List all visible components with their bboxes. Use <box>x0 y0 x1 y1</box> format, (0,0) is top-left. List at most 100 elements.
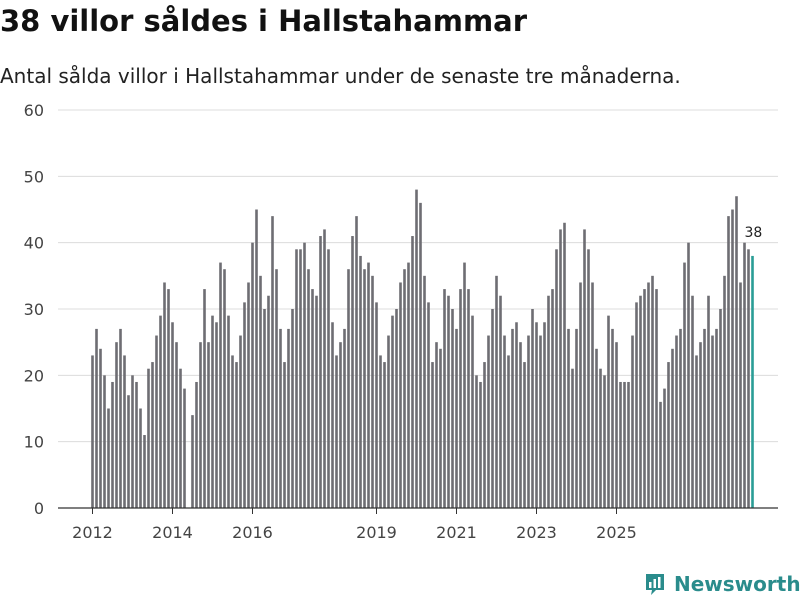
bar <box>155 335 158 508</box>
bar <box>703 328 706 508</box>
bar <box>615 342 618 508</box>
bars <box>91 189 754 509</box>
bar <box>711 335 714 508</box>
bar <box>315 295 318 508</box>
bar <box>207 342 210 508</box>
bar <box>715 328 718 508</box>
bar <box>415 189 418 508</box>
bar <box>487 335 490 508</box>
x-tick-label: 2023 <box>516 523 557 542</box>
bar <box>283 362 286 508</box>
bar <box>303 242 306 509</box>
bar <box>659 401 662 508</box>
bar <box>451 309 454 508</box>
y-axis-ticks: 0 10 20 30 40 50 60 <box>24 101 44 518</box>
bar <box>271 216 274 508</box>
bar <box>459 289 462 508</box>
bar <box>471 315 474 508</box>
bar <box>611 328 614 508</box>
bar <box>363 269 366 508</box>
bar <box>691 295 694 508</box>
bar <box>355 216 358 508</box>
x-tick-label: 2021 <box>436 523 477 542</box>
bar <box>635 302 638 508</box>
bar <box>651 275 654 508</box>
bar <box>531 309 534 508</box>
bar <box>111 381 114 508</box>
bar <box>507 355 510 508</box>
bar <box>103 375 106 508</box>
bar <box>419 202 422 508</box>
bar <box>563 222 566 508</box>
bar <box>383 362 386 508</box>
bar <box>411 236 414 508</box>
bar <box>491 309 494 508</box>
bar <box>255 209 258 508</box>
bar <box>339 342 342 508</box>
bar <box>695 355 698 508</box>
bar <box>455 328 458 508</box>
bar <box>95 328 98 508</box>
bar <box>375 302 378 508</box>
bar <box>591 282 594 508</box>
bar <box>219 262 222 508</box>
bar <box>631 335 634 508</box>
bar <box>243 302 246 508</box>
bar <box>543 322 546 508</box>
bar <box>687 242 690 509</box>
bar <box>699 342 702 508</box>
bar <box>291 309 294 508</box>
bar <box>223 269 226 508</box>
x-tick-label: 2016 <box>232 523 273 542</box>
x-tick-label: 2025 <box>596 523 637 542</box>
bar <box>551 289 554 508</box>
bar <box>511 328 514 508</box>
bar <box>675 335 678 508</box>
bar <box>307 269 310 508</box>
x-tick-label: 2012 <box>72 523 113 542</box>
bar <box>447 295 450 508</box>
bar <box>119 328 122 508</box>
bar <box>483 362 486 508</box>
y-tick-label: 30 <box>24 300 44 319</box>
y-tick-label: 20 <box>24 366 44 385</box>
y-tick-label: 60 <box>24 101 44 120</box>
bar <box>123 355 126 508</box>
bar <box>139 408 142 508</box>
bar <box>479 381 482 508</box>
bar <box>607 315 610 508</box>
bar <box>523 362 526 508</box>
bar <box>267 295 270 508</box>
bar <box>603 375 606 508</box>
bar <box>743 242 746 509</box>
bar <box>647 282 650 508</box>
bar <box>627 381 630 508</box>
bar <box>367 262 370 508</box>
bar <box>295 249 298 509</box>
last-value-label: 38 <box>745 225 763 241</box>
bar <box>623 381 626 508</box>
bar <box>671 348 674 508</box>
bar <box>247 282 250 508</box>
bar <box>423 275 426 508</box>
bar <box>579 282 582 508</box>
y-tick-label: 40 <box>24 234 44 253</box>
x-tick-label: 2014 <box>152 523 193 542</box>
chart-title: 38 villor såldes i Hallstahammar <box>0 4 528 38</box>
bar <box>559 229 562 508</box>
bar <box>719 309 722 508</box>
bar <box>347 269 350 508</box>
bar <box>239 335 242 508</box>
bar <box>503 335 506 508</box>
chart-subtitle: Antal sålda villor i Hallstahammar under… <box>0 64 681 88</box>
bar <box>599 368 602 508</box>
gridlines <box>58 109 778 443</box>
bar <box>319 236 322 508</box>
bar <box>379 355 382 508</box>
bar <box>575 328 578 508</box>
bar <box>115 342 118 508</box>
y-tick-label: 0 <box>34 499 44 518</box>
bar <box>475 375 478 508</box>
bar <box>331 322 334 508</box>
bar <box>399 282 402 508</box>
